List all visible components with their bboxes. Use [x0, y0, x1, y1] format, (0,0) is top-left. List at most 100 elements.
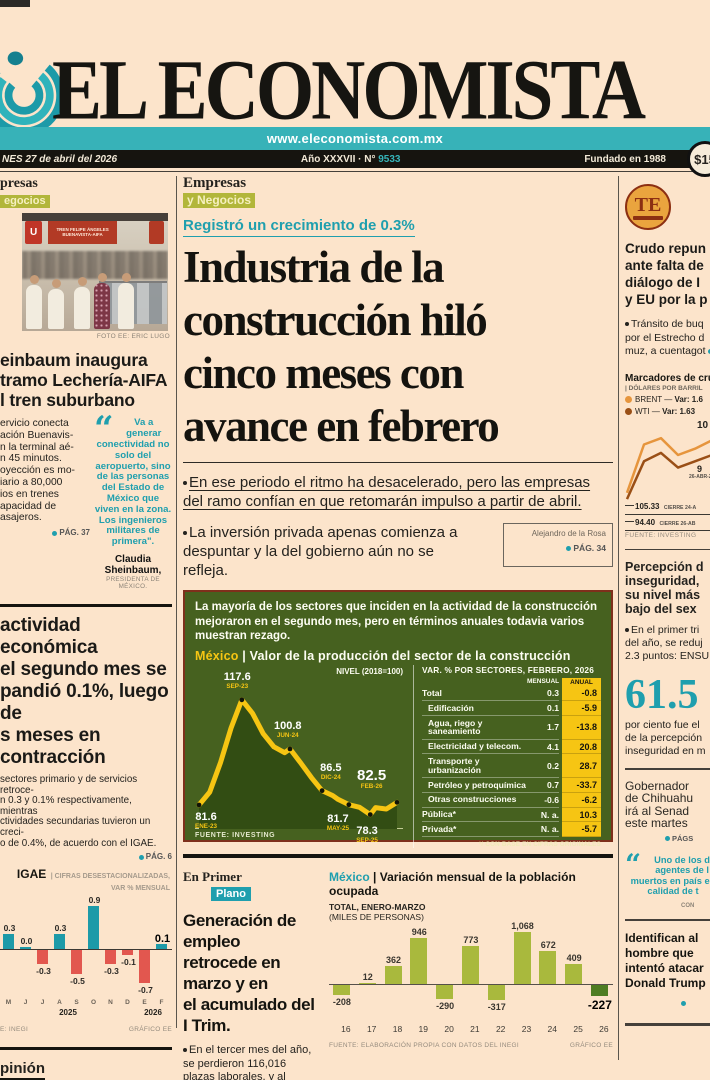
- table-row: Pública* N. a. 10.3: [422, 807, 601, 823]
- photo-credit: FOTO EE: ERIC LUGO: [96, 333, 170, 340]
- bar: [3, 934, 14, 949]
- divider: [0, 603, 172, 607]
- story2-body: sectores primario y de servicios retroce…: [0, 773, 172, 863]
- row-label: Electricidad y telecom.: [422, 740, 527, 755]
- annotation-date: FEB-26: [360, 782, 383, 790]
- eleconomista-logo-icon: [0, 51, 64, 134]
- summary-bullet-1: En ese periodo el ritmo ha desacelerado,…: [183, 474, 591, 510]
- divider: [625, 1022, 710, 1026]
- x-tick: 24: [547, 1024, 558, 1034]
- row-monthly: 1.7: [527, 716, 559, 740]
- row-label: Transporte y urbanización: [422, 754, 527, 779]
- photo-figure: [48, 278, 64, 329]
- row-monthly: 0.1: [527, 701, 559, 717]
- row-monthly: N. a.: [527, 822, 559, 838]
- table-row: Electricidad y telecom. 4.1 20.8: [422, 739, 601, 755]
- year-label: 2026: [144, 1007, 162, 1017]
- zero-axis: [0, 948, 172, 950]
- quote-icon: “: [625, 847, 642, 881]
- photo-crowd: [22, 250, 168, 280]
- termometro-economico-logo: TE: [625, 184, 671, 230]
- chart-source: FUENTE: INVESTING: [195, 831, 276, 839]
- page-ref: PÁG. 6: [0, 852, 172, 863]
- chart-annotation: 117.6 SEP-23: [224, 672, 251, 691]
- x-tick: F: [159, 998, 164, 1006]
- column-divider-left: [176, 176, 177, 1028]
- annotation-value: 81.6: [195, 811, 217, 824]
- table-header: MENSUAL ANUAL: [422, 677, 601, 687]
- quote-role: PRESIDENTA DE MÉXICO.: [106, 575, 160, 590]
- employment-chart-title: México | Variación mensual de la poblaci…: [329, 870, 576, 898]
- bar-label: -0.7: [138, 985, 153, 996]
- bar: [462, 946, 479, 984]
- divider: [183, 462, 613, 463]
- legend-brent: BRENT — Var: 1.6: [625, 395, 710, 404]
- chart-annotation: 78.3 SEP-25: [356, 826, 378, 845]
- employment-chart-subtitle: TOTAL, ENERO-MARZO (MILES DE PERSONAS): [329, 902, 426, 922]
- chart-annotation: 100.8 JUN-24: [274, 721, 302, 740]
- kicker: Registró un crecimiento de 0.3%: [183, 217, 613, 237]
- brent-dot-icon: [625, 395, 632, 403]
- bar-label: 0.9: [88, 894, 101, 905]
- annotation-date: SEP-23: [226, 683, 249, 691]
- bullet-icon: [183, 1048, 187, 1053]
- bar: [358, 982, 376, 984]
- table-title: VAR. % POR SECTORES, FEBRERO, 2026: [422, 664, 595, 675]
- story1-quote: “Va a generar conectividad no solo del a…: [94, 409, 172, 590]
- primer-plano-story: En Primer Plano Generación de empleo ret…: [183, 870, 319, 1080]
- construction-svg: [196, 696, 400, 829]
- divider: [0, 1046, 172, 1050]
- bullet-icon: [183, 531, 187, 536]
- governor-headline: Gobernador de Chihuahu irá al Senad este…: [625, 778, 694, 830]
- row-annual: -6.2: [562, 792, 601, 808]
- row-annual: 20.8: [562, 739, 601, 755]
- bar: [436, 985, 454, 1000]
- row-monthly: -0.6: [527, 793, 559, 808]
- row-annual: 28.7: [562, 754, 601, 779]
- wti-close-label: 94.40 CIERRE 26-AB: [625, 512, 710, 531]
- bar: [384, 966, 402, 984]
- bar: [539, 951, 557, 984]
- row-monthly: 0.2: [527, 754, 559, 779]
- employment-x-axis: 16 17 18 19 20 21 22 23 24 25 26: [329, 1024, 613, 1034]
- table-row: Privada* N. a. -5.7: [422, 822, 601, 838]
- bullet-icon: [625, 322, 629, 327]
- row-label: Petróleo y petroquímica: [422, 778, 527, 793]
- row-label: Otras construcciones: [422, 793, 527, 808]
- bar-label: -0.3: [36, 966, 51, 977]
- chart-unit-label: NIVEL (2018=100): [336, 666, 403, 676]
- igae-chart-title: IGAE | CIFRAS DESESTACIONALIZADAS, VAR %…: [16, 866, 170, 892]
- bar-label: -208: [332, 997, 351, 1008]
- opinion-heading: pinión: [0, 1060, 45, 1080]
- bar: [565, 964, 583, 984]
- x-tick: 17: [366, 1024, 377, 1034]
- table-rows: Total 0.3 -0.8 Edificación 0.1 -5.9 Agua, rieg…: [422, 686, 601, 838]
- oil-source: FUENTE: INVESTING: [625, 531, 697, 539]
- row-annual: -13.8: [562, 716, 601, 740]
- page-dot-icon: [566, 546, 572, 552]
- table-row: Agua, riego y saneamiento 1.7 -13.8: [422, 716, 601, 740]
- wti-dot-icon: [625, 407, 632, 415]
- website-band: www.eleconomista.com.mx: [0, 127, 710, 150]
- annotation-date: MAY-25: [326, 825, 349, 833]
- x-tick: E: [142, 998, 147, 1006]
- row-label: Pública*: [422, 808, 527, 823]
- annotation-date: DIC-24: [320, 774, 341, 782]
- bar-label: -0.3: [104, 966, 119, 977]
- x-tick: A: [57, 998, 62, 1006]
- table-row: Total 0.3 -0.8: [422, 686, 601, 702]
- quote-icon: “: [94, 409, 114, 449]
- annotation-date: SEP-25: [356, 837, 378, 845]
- row-label: Agua, riego y saneamiento: [422, 716, 527, 740]
- bar-label: 409: [566, 953, 582, 964]
- panel-intro: La mayoría de los sectores que inciden e…: [195, 601, 597, 642]
- x-tick: 23: [521, 1024, 532, 1034]
- oil-headline: Crudo repun ante falta de diálogo de I y…: [625, 241, 708, 307]
- story1-body: ervicio conecta ación Buenavis- n la ter…: [0, 418, 90, 538]
- x-tick: 19: [418, 1024, 429, 1034]
- bar: [88, 905, 99, 949]
- x-tick: D: [125, 998, 130, 1006]
- bar: [37, 949, 48, 965]
- founded-label: Fundado en 1988: [584, 153, 666, 165]
- x-tick: 18: [392, 1024, 403, 1034]
